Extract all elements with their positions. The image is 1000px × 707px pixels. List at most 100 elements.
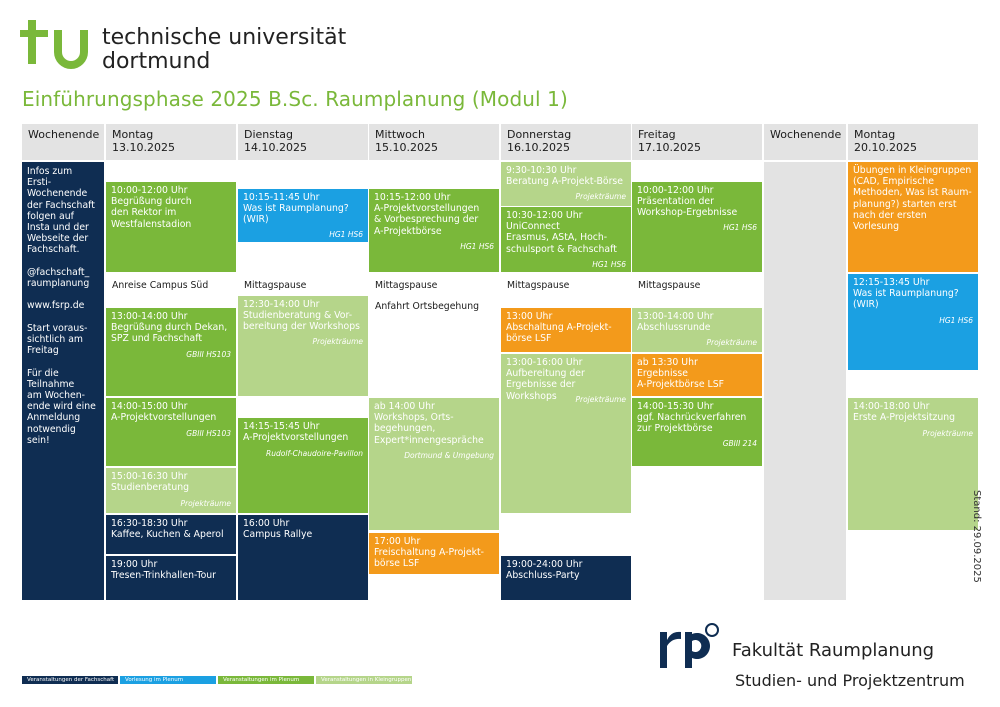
column-date: 20.10.2025: [854, 141, 917, 154]
event-text: 12:30-14:00 Uhr Studienberatung & Vor- b…: [243, 299, 360, 333]
event-monday-welcome-rector: 10:00-12:00 Uhr Begrüßung durch den Rekt…: [106, 182, 236, 272]
event-location: HG1 HS6: [460, 242, 494, 251]
column-day: Freitag: [638, 128, 676, 141]
event-text: 14:15-15:45 Uhr A-Projektvorstellungen: [243, 421, 349, 444]
event-monday2-uebungen: Übungen in Kleingruppen (CAD, Empirische…: [848, 162, 978, 272]
column-day: Donnerstag: [507, 128, 572, 141]
event-location: Projekträume: [706, 338, 757, 347]
event-location: Dortmund & Umgebung: [404, 451, 494, 460]
column-day: Mittwoch: [375, 128, 425, 141]
event-text: 10:30-12:00 Uhr UniConnect Erasmus, AStA…: [506, 210, 617, 255]
event-monday-projects: 14:00-15:00 Uhr A-Projektvorstellungen G…: [106, 398, 236, 466]
event-location: GBIII HS103: [186, 429, 231, 438]
event-text: 10:00-12:00 Uhr Präsentation der Worksho…: [637, 185, 738, 219]
event-text: 19:00 Uhr Tresen-Trinkhallen-Tour: [111, 559, 216, 582]
tu-logo-text: tu: [20, 20, 21, 21]
event-text: 10:15-11:45 Uhr Was ist Raumplanung? (WI…: [243, 192, 349, 226]
event-thursday-lsf-close: 13:00 Uhr Abschaltung A-Projekt- börse L…: [501, 308, 631, 352]
column-header-wednesday: Mittwoch 15.10.2025: [369, 124, 499, 160]
tu-logo: tu: [20, 20, 88, 69]
column-header-thursday: Donnerstag 16.10.2025: [501, 124, 631, 160]
rp-logo: rp: [658, 622, 719, 668]
event-location: HG1 HS6: [592, 260, 626, 269]
note-mittagspause-wednesday: Mittagspause: [375, 280, 438, 291]
column-header-tuesday: Dienstag 14.10.2025: [238, 124, 368, 160]
column-day: Dienstag: [244, 128, 294, 141]
column-day: Wochenende: [28, 128, 100, 141]
note-anreise: Anreise Campus Süd: [112, 280, 209, 291]
legend-vorlesung: Vorlesung im Plenum: [120, 676, 216, 684]
event-text: 12:15-13:45 Uhr Was ist Raumplanung? (WI…: [853, 277, 959, 311]
event-friday-abschlussrunde: 13:00-14:00 Uhr Abschlussrunde Projekträ…: [632, 308, 762, 352]
rp-logo-text: rp: [658, 622, 659, 623]
note-mittagspause-tuesday: Mittagspause: [244, 280, 307, 291]
event-text: 10:00-12:00 Uhr Begrüßung durch den Rekt…: [111, 185, 192, 230]
event-tuesday-rallye: 16:00 Uhr Campus Rallye: [238, 515, 368, 600]
column-header-monday-1: Montag 13.10.2025: [106, 124, 236, 160]
event-tuesday-projects: 14:15-15:45 Uhr A-Projektvorstellungen R…: [238, 418, 368, 513]
event-thursday-party: 19:00-24:00 Uhr Abschluss-Party: [501, 556, 631, 600]
university-name: technische universität dortmund: [102, 26, 346, 74]
event-text: 16:00 Uhr Campus Rallye: [243, 518, 313, 541]
event-location: Projekträume: [180, 499, 231, 508]
note-anfahrt: Anfahrt Ortsbegehung: [375, 301, 479, 312]
event-friday-presentation: 10:00-12:00 Uhr Präsentation der Worksho…: [632, 182, 762, 272]
event-text: 13:00-14:00 Uhr Abschlussrunde: [637, 311, 714, 334]
event-tuesday-wir: 10:15-11:45 Uhr Was ist Raumplanung? (WI…: [238, 189, 368, 242]
event-location: Projekträume: [575, 192, 626, 201]
event-tuesday-studienberatung: 12:30-14:00 Uhr Studienberatung & Vor- b…: [238, 296, 368, 396]
legend-fachschaft: Veranstaltungen der Fachschaft: [22, 676, 118, 684]
event-text: 13:00-14:00 Uhr Begrüßung durch Dekan, S…: [111, 311, 228, 345]
event-location: GBIII 214: [722, 439, 757, 448]
event-monday-welcome-dean: 13:00-14:00 Uhr Begrüßung durch Dekan, S…: [106, 308, 236, 396]
event-text: ab 13:30 Uhr Ergebnisse A-Projektbörse L…: [637, 357, 724, 391]
column-header-monday-2: Montag 20.10.2025: [848, 124, 978, 160]
event-monday2-wir: 12:15-13:45 Uhr Was ist Raumplanung? (WI…: [848, 274, 978, 370]
weekend-info-box: Infos zum Ersti- Wochenende der Fachscha…: [22, 162, 104, 600]
event-location: GBIII HS103: [186, 350, 231, 359]
column-header-weekend-1: Wochenende: [22, 124, 104, 160]
stand-date: Stand: 29.09.2025: [971, 490, 982, 583]
event-text: 13:00-16:00 Uhr Aufbereitung der Ergebni…: [506, 357, 585, 402]
event-text: 14:00-15:30 Uhr ggf. Nachrückverfahren z…: [637, 401, 747, 435]
event-monday-kaffee: 16:30-18:30 Uhr Kaffee, Kuchen & Aperol: [106, 515, 236, 554]
event-monday2-projektsitzung: 14:00-18:00 Uhr Erste A-Projektsitzung P…: [848, 398, 978, 530]
event-text: 19:00-24:00 Uhr Abschluss-Party: [506, 559, 583, 582]
faculty-sub: Studien- und Projektzentrum: [735, 671, 965, 690]
column-date: 16.10.2025: [507, 141, 570, 154]
event-thursday-beratung: 9:30-10:30 Uhr Beratung A-Projekt-Börse …: [501, 162, 631, 206]
note-mittagspause-friday: Mittagspause: [638, 280, 701, 291]
event-text: Übungen in Kleingruppen (CAD, Empirische…: [853, 165, 972, 233]
event-location: Projekträume: [922, 429, 973, 438]
event-text: 16:30-18:30 Uhr Kaffee, Kuchen & Aperol: [111, 518, 224, 541]
faculty-name: Fakultät Raumplanung: [732, 640, 935, 661]
column-header-friday: Freitag 17.10.2025: [632, 124, 762, 160]
event-location: Rudolf-Chaudoire-Pavillon: [266, 449, 363, 458]
legend-kleingruppen: Veranstaltungen in Kleingruppen: [316, 676, 412, 684]
column-day: Wochenende: [770, 128, 842, 141]
event-location: Projekträume: [575, 395, 626, 404]
event-wednesday-lsf-open: 17:00 Uhr Freischaltung A-Projekt- börse…: [369, 533, 499, 574]
page-title: Einführungsphase 2025 B.Sc. Raumplanung …: [22, 87, 568, 111]
legend-plenum: Veranstaltungen im Plenum: [218, 676, 314, 684]
event-text: 15:00-16:30 Uhr Studienberatung: [111, 471, 190, 494]
column-date: 14.10.2025: [244, 141, 307, 154]
column-date: 17.10.2025: [638, 141, 701, 154]
note-mittagspause-thursday: Mittagspause: [507, 280, 570, 291]
column-date: 15.10.2025: [375, 141, 438, 154]
event-thursday-aufbereitung: 13:00-16:00 Uhr Aufbereitung der Ergebni…: [501, 354, 631, 513]
event-location: Projekträume: [312, 337, 363, 346]
weekend-column-background: [764, 162, 846, 600]
weekend-info-text: Infos zum Ersti- Wochenende der Fachscha…: [27, 166, 96, 446]
event-wednesday-workshops: ab 14:00 Uhr Workshops, Orts- begehungen…: [369, 398, 499, 530]
event-text: 17:00 Uhr Freischaltung A-Projekt- börse…: [374, 536, 484, 570]
event-friday-nachrueck: 14:00-15:30 Uhr ggf. Nachrückverfahren z…: [632, 398, 762, 466]
event-monday-studienberatung: 15:00-16:30 Uhr Studienberatung Projektr…: [106, 468, 236, 513]
event-thursday-uniconnect: 10:30-12:00 Uhr UniConnect Erasmus, AStA…: [501, 207, 631, 272]
event-wednesday-projects: 10:15-12:00 Uhr A-Projektvorstellungen &…: [369, 189, 499, 272]
column-day: Montag: [112, 128, 154, 141]
event-text: 14:00-15:00 Uhr A-Projektvorstellungen: [111, 401, 217, 424]
university-line2: dortmund: [102, 49, 211, 74]
column-header-weekend-2: Wochenende: [764, 124, 846, 160]
event-monday-tresen: 19:00 Uhr Tresen-Trinkhallen-Tour: [106, 556, 236, 600]
